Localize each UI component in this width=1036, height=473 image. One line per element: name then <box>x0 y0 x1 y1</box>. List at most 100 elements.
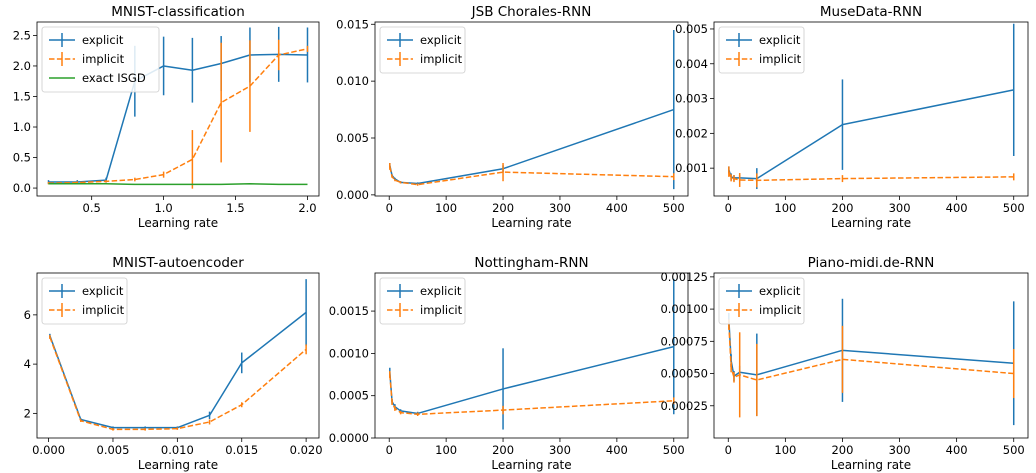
legend-entry: implicit <box>759 52 802 66</box>
x-tick-label: 0.5 <box>83 201 101 215</box>
y-tick-label: 0.001 <box>675 161 708 175</box>
x-tick-label: 0.015 <box>225 443 258 457</box>
x-axis-label: Learning rate <box>831 458 911 472</box>
x-axis-label: Learning rate <box>491 458 571 472</box>
legend: explicit implicit exact ISGD <box>41 26 160 93</box>
x-tick-label: 0 <box>725 443 732 457</box>
x-tick-label: 0.005 <box>97 443 130 457</box>
y-tick-label: 0.00125 <box>660 270 708 284</box>
y-tick-label: 2.5 <box>13 28 31 42</box>
series-line-explicit <box>48 53 308 183</box>
x-tick-label: 200 <box>831 443 853 457</box>
y-tick-label: 0.00025 <box>660 399 708 413</box>
y-tick-label: 6 <box>24 308 31 322</box>
axes-frame <box>36 272 320 439</box>
x-tick-label: 100 <box>435 201 457 215</box>
legend-box <box>41 277 128 325</box>
axes-frame <box>374 21 689 197</box>
plot-area <box>728 298 1015 426</box>
x-tick-label: 0.020 <box>290 443 323 457</box>
y-tick-label: 0.0 <box>13 181 31 195</box>
legend-box <box>379 26 466 74</box>
y-tick-label: 0.5 <box>13 151 31 165</box>
legend-box <box>718 277 805 325</box>
legend: explicit implicit <box>379 277 466 325</box>
x-axis-label: Learning rate <box>831 216 911 230</box>
y-tick-label: 2 <box>24 406 31 420</box>
legend-entry: exact ISGD <box>82 71 146 85</box>
x-tick-label: 200 <box>831 201 853 215</box>
y-tick-label: 0.003 <box>675 92 708 106</box>
legend-entry: explicit <box>420 33 462 47</box>
x-tick-label: 400 <box>606 443 628 457</box>
y-tick-label: 1.0 <box>13 120 31 134</box>
series-line-implicit <box>389 374 674 416</box>
series-line-implicit <box>728 171 1014 182</box>
x-axis-label: Learning rate <box>138 216 218 230</box>
series-line-explicit <box>728 319 1014 377</box>
y-tick-label: 0.004 <box>675 57 708 71</box>
y-tick-label: 0.000 <box>336 188 369 202</box>
legend-entry: implicit <box>82 303 125 317</box>
x-tick-label: 300 <box>549 443 571 457</box>
plot-area <box>389 29 675 190</box>
x-tick-label: 100 <box>774 443 796 457</box>
chart-title: MuseData-RNN <box>820 4 922 20</box>
x-tick-label: 0.000 <box>32 443 65 457</box>
legend-box <box>718 26 805 74</box>
series-line-explicit <box>728 89 1014 180</box>
y-tick-label: 4 <box>24 357 31 371</box>
legend: explicit implicit <box>718 277 805 325</box>
chart-panel: Piano-midi.de-RNN 0 100 200 300 400 500 0.00025… <box>660 255 1029 472</box>
x-tick-label: 2.0 <box>298 201 316 215</box>
legend: explicit implicit <box>41 277 128 325</box>
legend-entry: explicit <box>82 284 124 298</box>
y-tick-label: 0.005 <box>336 131 369 145</box>
series-line-implicit <box>49 336 307 431</box>
y-tick-label: 2.0 <box>13 59 31 73</box>
plot-area <box>389 278 675 430</box>
x-axis-label: Learning rate <box>491 216 571 230</box>
chart-title: MNIST-classification <box>111 4 245 20</box>
y-tick-label: 1.5 <box>13 89 31 103</box>
legend: explicit implicit <box>379 26 466 74</box>
x-tick-label: 100 <box>774 201 796 215</box>
legend-entry: explicit <box>759 33 801 47</box>
y-tick-label: 0.015 <box>336 17 369 31</box>
legend: explicit implicit <box>718 26 805 74</box>
axes-frame <box>374 272 689 439</box>
y-tick-label: 0.005 <box>675 22 708 36</box>
axes-frame <box>713 21 1029 197</box>
series-line-implicit <box>48 48 308 184</box>
chart-panel: MNIST-classification 0.5 1.0 1.5 2.0 0.0 0.5 1.… <box>13 4 320 230</box>
chart-panel: MNIST-autoencoder 0.000 0.005 0.010 0.015 0.0… <box>24 255 323 472</box>
plot-area <box>47 26 309 189</box>
legend-entry: explicit <box>759 284 801 298</box>
x-tick-label: 400 <box>946 201 968 215</box>
series-line-explicit <box>49 311 307 429</box>
x-tick-label: 400 <box>946 443 968 457</box>
chart-title: MNIST-autoencoder <box>112 255 244 271</box>
x-axis-label: Learning rate <box>138 458 218 472</box>
legend-entry: implicit <box>420 303 463 317</box>
x-tick-label: 100 <box>435 443 457 457</box>
chart-title: JSB Chorales-RNN <box>471 4 592 20</box>
x-tick-label: 0 <box>725 201 732 215</box>
plot-area <box>49 279 307 431</box>
y-tick-label: 0.0000 <box>329 431 369 445</box>
x-tick-label: 200 <box>492 443 514 457</box>
x-tick-label: 0 <box>386 443 393 457</box>
x-tick-label: 0.010 <box>161 443 194 457</box>
y-tick-label: 0.0005 <box>329 389 369 403</box>
series-line-implicit <box>389 166 674 186</box>
y-tick-label: 0.002 <box>675 126 708 140</box>
y-tick-label: 0.010 <box>336 74 369 88</box>
x-tick-label: 1.5 <box>226 201 244 215</box>
chart-title: Piano-midi.de-RNN <box>808 255 935 271</box>
x-tick-label: 300 <box>549 201 571 215</box>
x-tick-label: 200 <box>492 201 514 215</box>
chart-panel: JSB Chorales-RNN 0 100 200 300 400 500 0.000 0.0… <box>336 4 689 230</box>
y-tick-label: 0.00050 <box>660 367 708 381</box>
x-tick-label: 300 <box>889 443 911 457</box>
